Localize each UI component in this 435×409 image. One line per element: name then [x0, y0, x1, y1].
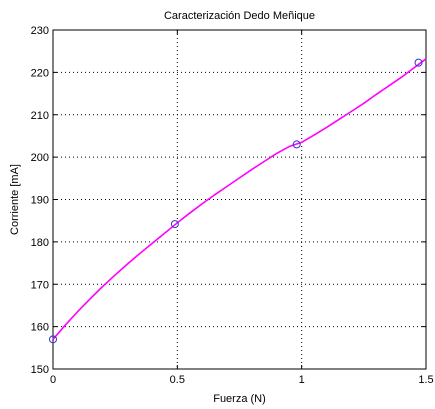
y-tick-label: 230 [31, 25, 49, 37]
series [49, 58, 427, 344]
data-point [292, 140, 301, 149]
ticks [52, 29, 427, 370]
x-tick-label: 1 [299, 374, 305, 386]
y-tick-label: 180 [31, 237, 49, 249]
x-tick-label: 1.5 [418, 374, 433, 386]
y-tick-label: 170 [31, 279, 49, 291]
data-point [49, 335, 57, 344]
y-tick-label: 190 [31, 195, 49, 207]
fit-line [52, 58, 427, 340]
plot-area [53, 30, 426, 369]
y-tick-label: 160 [31, 322, 49, 334]
x-tick-label: 0.5 [170, 374, 185, 386]
chart-title: Caracterización Dedo Meñique [164, 10, 315, 22]
x-tick-label: 0 [50, 374, 56, 386]
y-axis-title: Corriente [mA] [9, 164, 21, 235]
tick-labels: 0 0.5 1 1.5 150 160 170 180 190 200 210 220 230 [31, 25, 434, 386]
y-tick-label: 200 [31, 152, 49, 164]
y-tick-label: 150 [31, 364, 49, 376]
data-point [414, 58, 423, 67]
x-axis-title: Fuerza (N) [213, 393, 266, 405]
y-tick-label: 210 [31, 110, 49, 122]
grid [53, 30, 426, 369]
y-tick-label: 220 [31, 67, 49, 79]
data-point [170, 220, 179, 229]
